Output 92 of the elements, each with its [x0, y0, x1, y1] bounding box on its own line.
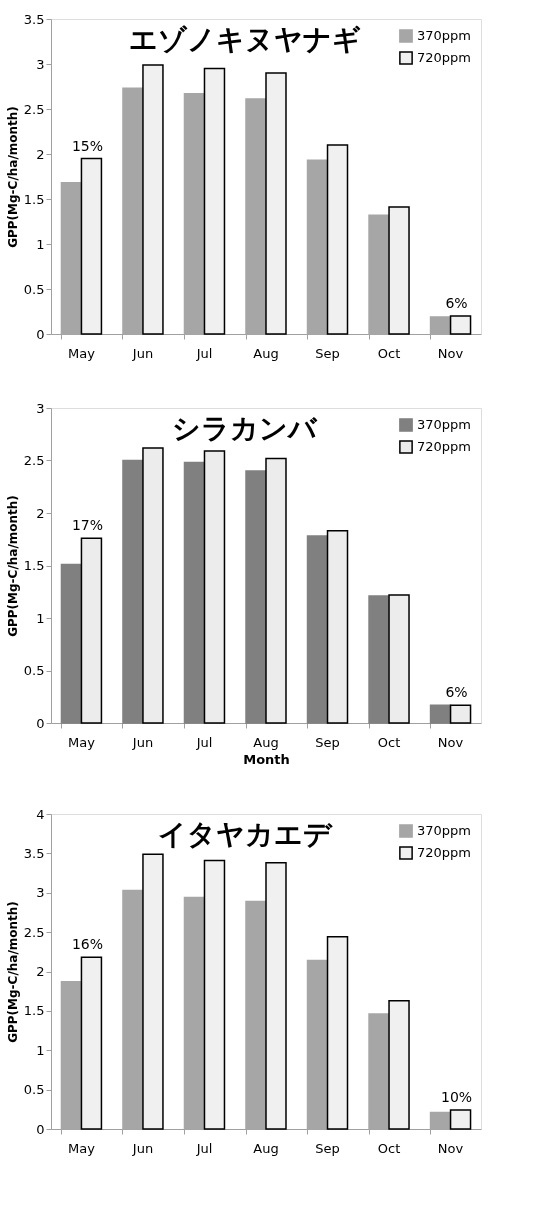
x-tick-label: Sep — [315, 345, 340, 361]
bar — [449, 315, 472, 335]
y-tick-label: 3 — [36, 56, 45, 72]
bar — [326, 530, 349, 724]
y-axis-title: GPP(Mg-C/ha/month) — [5, 495, 20, 637]
x-axis-title: Month — [243, 751, 290, 767]
chart-title: エゾノキヌヤナギ — [128, 23, 361, 56]
y-tick-label: 0 — [36, 326, 45, 342]
y-tick-label: 0 — [36, 715, 45, 731]
bar — [326, 936, 349, 1130]
x-tick-label: Jun — [131, 734, 154, 750]
y-tick-label: 4 — [36, 806, 45, 822]
y-tick-label: 0.5 — [23, 663, 45, 678]
bar — [80, 537, 103, 724]
x-tick-label: Jul — [195, 1140, 213, 1156]
y-tick-label: 2 — [36, 146, 45, 162]
y-tick-label: 0 — [36, 1121, 45, 1137]
y-tick-label: 2 — [36, 964, 45, 979]
bar — [60, 563, 83, 724]
bar — [142, 853, 164, 1130]
y-tick-label: 3.5 — [23, 11, 45, 27]
legend-label: 370ppm — [417, 28, 471, 43]
bar — [449, 1109, 472, 1130]
annotation: 10% — [440, 1089, 473, 1106]
y-axis-title: GPP(Mg-C/ha/month) — [5, 901, 20, 1043]
bar — [203, 67, 226, 335]
bar — [245, 470, 267, 724]
bar — [449, 704, 472, 724]
y-tick-label: 1.5 — [23, 558, 45, 573]
legend-label: 720ppm — [417, 50, 471, 65]
y-tick-label: 2.5 — [23, 101, 45, 117]
bar — [142, 447, 164, 724]
y-tick-label: 0.5 — [23, 1082, 45, 1098]
bar — [368, 595, 390, 724]
x-tick-label: Oct — [377, 1140, 401, 1156]
annotation: 17% — [71, 517, 104, 534]
annotation: 6% — [445, 684, 468, 701]
bar — [265, 862, 287, 1130]
bar — [265, 72, 287, 335]
y-tick-label: 3 — [36, 400, 45, 416]
x-tick-label: Jul — [195, 345, 213, 361]
bar — [80, 956, 103, 1130]
y-tick-label: 1 — [36, 1042, 45, 1058]
bar — [265, 457, 287, 724]
x-tick-label: Sep — [315, 1140, 340, 1156]
y-tick-label: 1 — [36, 236, 45, 252]
x-tick-label: Nov — [437, 1140, 464, 1156]
legend-label: 370ppm — [417, 823, 471, 838]
y-tick-label: 0.5 — [23, 281, 45, 297]
bar — [388, 999, 410, 1130]
bar — [142, 64, 164, 335]
annotation: 16% — [71, 936, 104, 953]
bar — [429, 704, 452, 724]
bar — [122, 459, 144, 724]
bar — [203, 450, 226, 724]
y-axis-title: GPP(Mg-C/ha/month) — [5, 106, 20, 248]
y-tick-label: 3 — [36, 885, 45, 901]
legend-label: 370ppm — [417, 417, 471, 432]
x-tick-label: Sep — [315, 734, 340, 750]
x-tick-label: May — [68, 1140, 96, 1156]
x-tick-label: Jul — [195, 734, 213, 750]
y-tick-label: 1.5 — [23, 191, 45, 207]
y-tick-label: 2.5 — [23, 924, 45, 940]
annotation: 6% — [445, 295, 468, 311]
x-tick-label: Oct — [377, 734, 401, 750]
bar — [80, 157, 103, 335]
x-tick-label: Aug — [253, 1140, 279, 1156]
legend-label: 720ppm — [417, 845, 471, 860]
bar — [388, 206, 410, 335]
x-tick-label: Oct — [377, 345, 401, 361]
chart-title: シラカンバ — [172, 412, 318, 445]
y-tick-label: 1 — [36, 610, 45, 626]
y-tick-label: 2 — [36, 505, 45, 521]
x-tick-label: Jun — [131, 1140, 154, 1156]
bar — [388, 594, 410, 724]
x-tick-label: Jun — [131, 345, 154, 361]
x-tick-label: May — [68, 345, 96, 361]
x-tick-label: May — [68, 734, 96, 750]
x-tick-label: Aug — [253, 345, 279, 361]
x-tick-label: Nov — [437, 345, 464, 361]
y-tick-label: 3.5 — [23, 845, 45, 861]
x-tick-label: Aug — [253, 734, 279, 750]
legend-label: 720ppm — [417, 439, 471, 454]
y-tick-label: 2.5 — [23, 453, 45, 468]
bar — [203, 859, 226, 1130]
y-tick-label: 1.5 — [23, 1003, 45, 1019]
annotation: 15% — [71, 137, 104, 154]
chart-title: イタヤカエデ — [157, 818, 333, 851]
bar — [183, 461, 206, 724]
bar — [326, 144, 349, 335]
bar — [306, 535, 329, 724]
x-tick-label: Nov — [437, 734, 464, 750]
